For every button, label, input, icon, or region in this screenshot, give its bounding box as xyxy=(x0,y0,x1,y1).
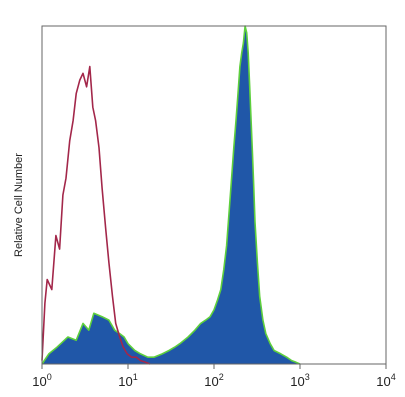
series-stained-sample-fill xyxy=(42,26,300,364)
x-tick-exponent: 0 xyxy=(47,372,52,382)
x-tick-label: 103 xyxy=(290,372,309,389)
x-tick-base: 10 xyxy=(32,374,46,389)
y-axis-label: Relative Cell Number xyxy=(13,153,25,257)
x-tick-exponent: 4 xyxy=(391,372,396,382)
series-stained-sample-edge xyxy=(41,25,301,365)
x-tick-exponent: 1 xyxy=(133,372,138,382)
x-tick-exponent: 2 xyxy=(219,372,224,382)
x-tick-base: 10 xyxy=(204,374,218,389)
x-tick-exponent: 3 xyxy=(305,372,310,382)
x-tick-base: 10 xyxy=(376,374,390,389)
x-axis: 100 101 102 103 104 xyxy=(32,364,396,389)
x-tick-label: 104 xyxy=(376,372,395,389)
plot-area xyxy=(41,25,301,365)
x-tick-base: 10 xyxy=(118,374,132,389)
x-tick-label: 102 xyxy=(204,372,223,389)
x-tick-label: 101 xyxy=(118,372,137,389)
x-tick-label: 100 xyxy=(32,372,51,389)
x-tick-base: 10 xyxy=(290,374,304,389)
series-isotype-control-line xyxy=(41,65,151,365)
